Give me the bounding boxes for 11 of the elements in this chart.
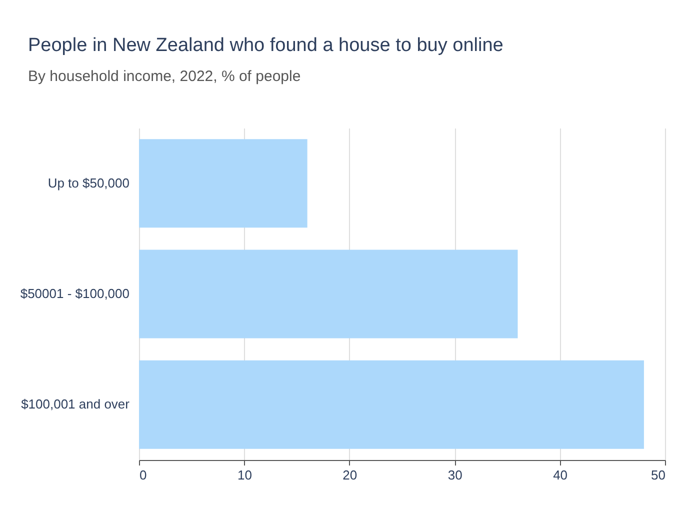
y-tick-label: Up to $50,000 [48, 175, 130, 190]
chart-title: People in New Zealand who found a house to buy online [28, 35, 504, 56]
chart-subtitle: By household income, 2022, % of people [28, 68, 301, 85]
y-tick-label: $50001 - $100,000 [20, 286, 130, 301]
y-tick-label: $100,001 and over [21, 396, 130, 412]
x-tick-label: 10 [237, 468, 252, 482]
x-tick-label: 20 [342, 468, 358, 482]
x-tick-label: 40 [553, 468, 568, 482]
x-tick-label: 0 [140, 468, 147, 482]
x-tick-label: 50 [651, 468, 666, 482]
x-tick-label: 30 [448, 468, 462, 482]
